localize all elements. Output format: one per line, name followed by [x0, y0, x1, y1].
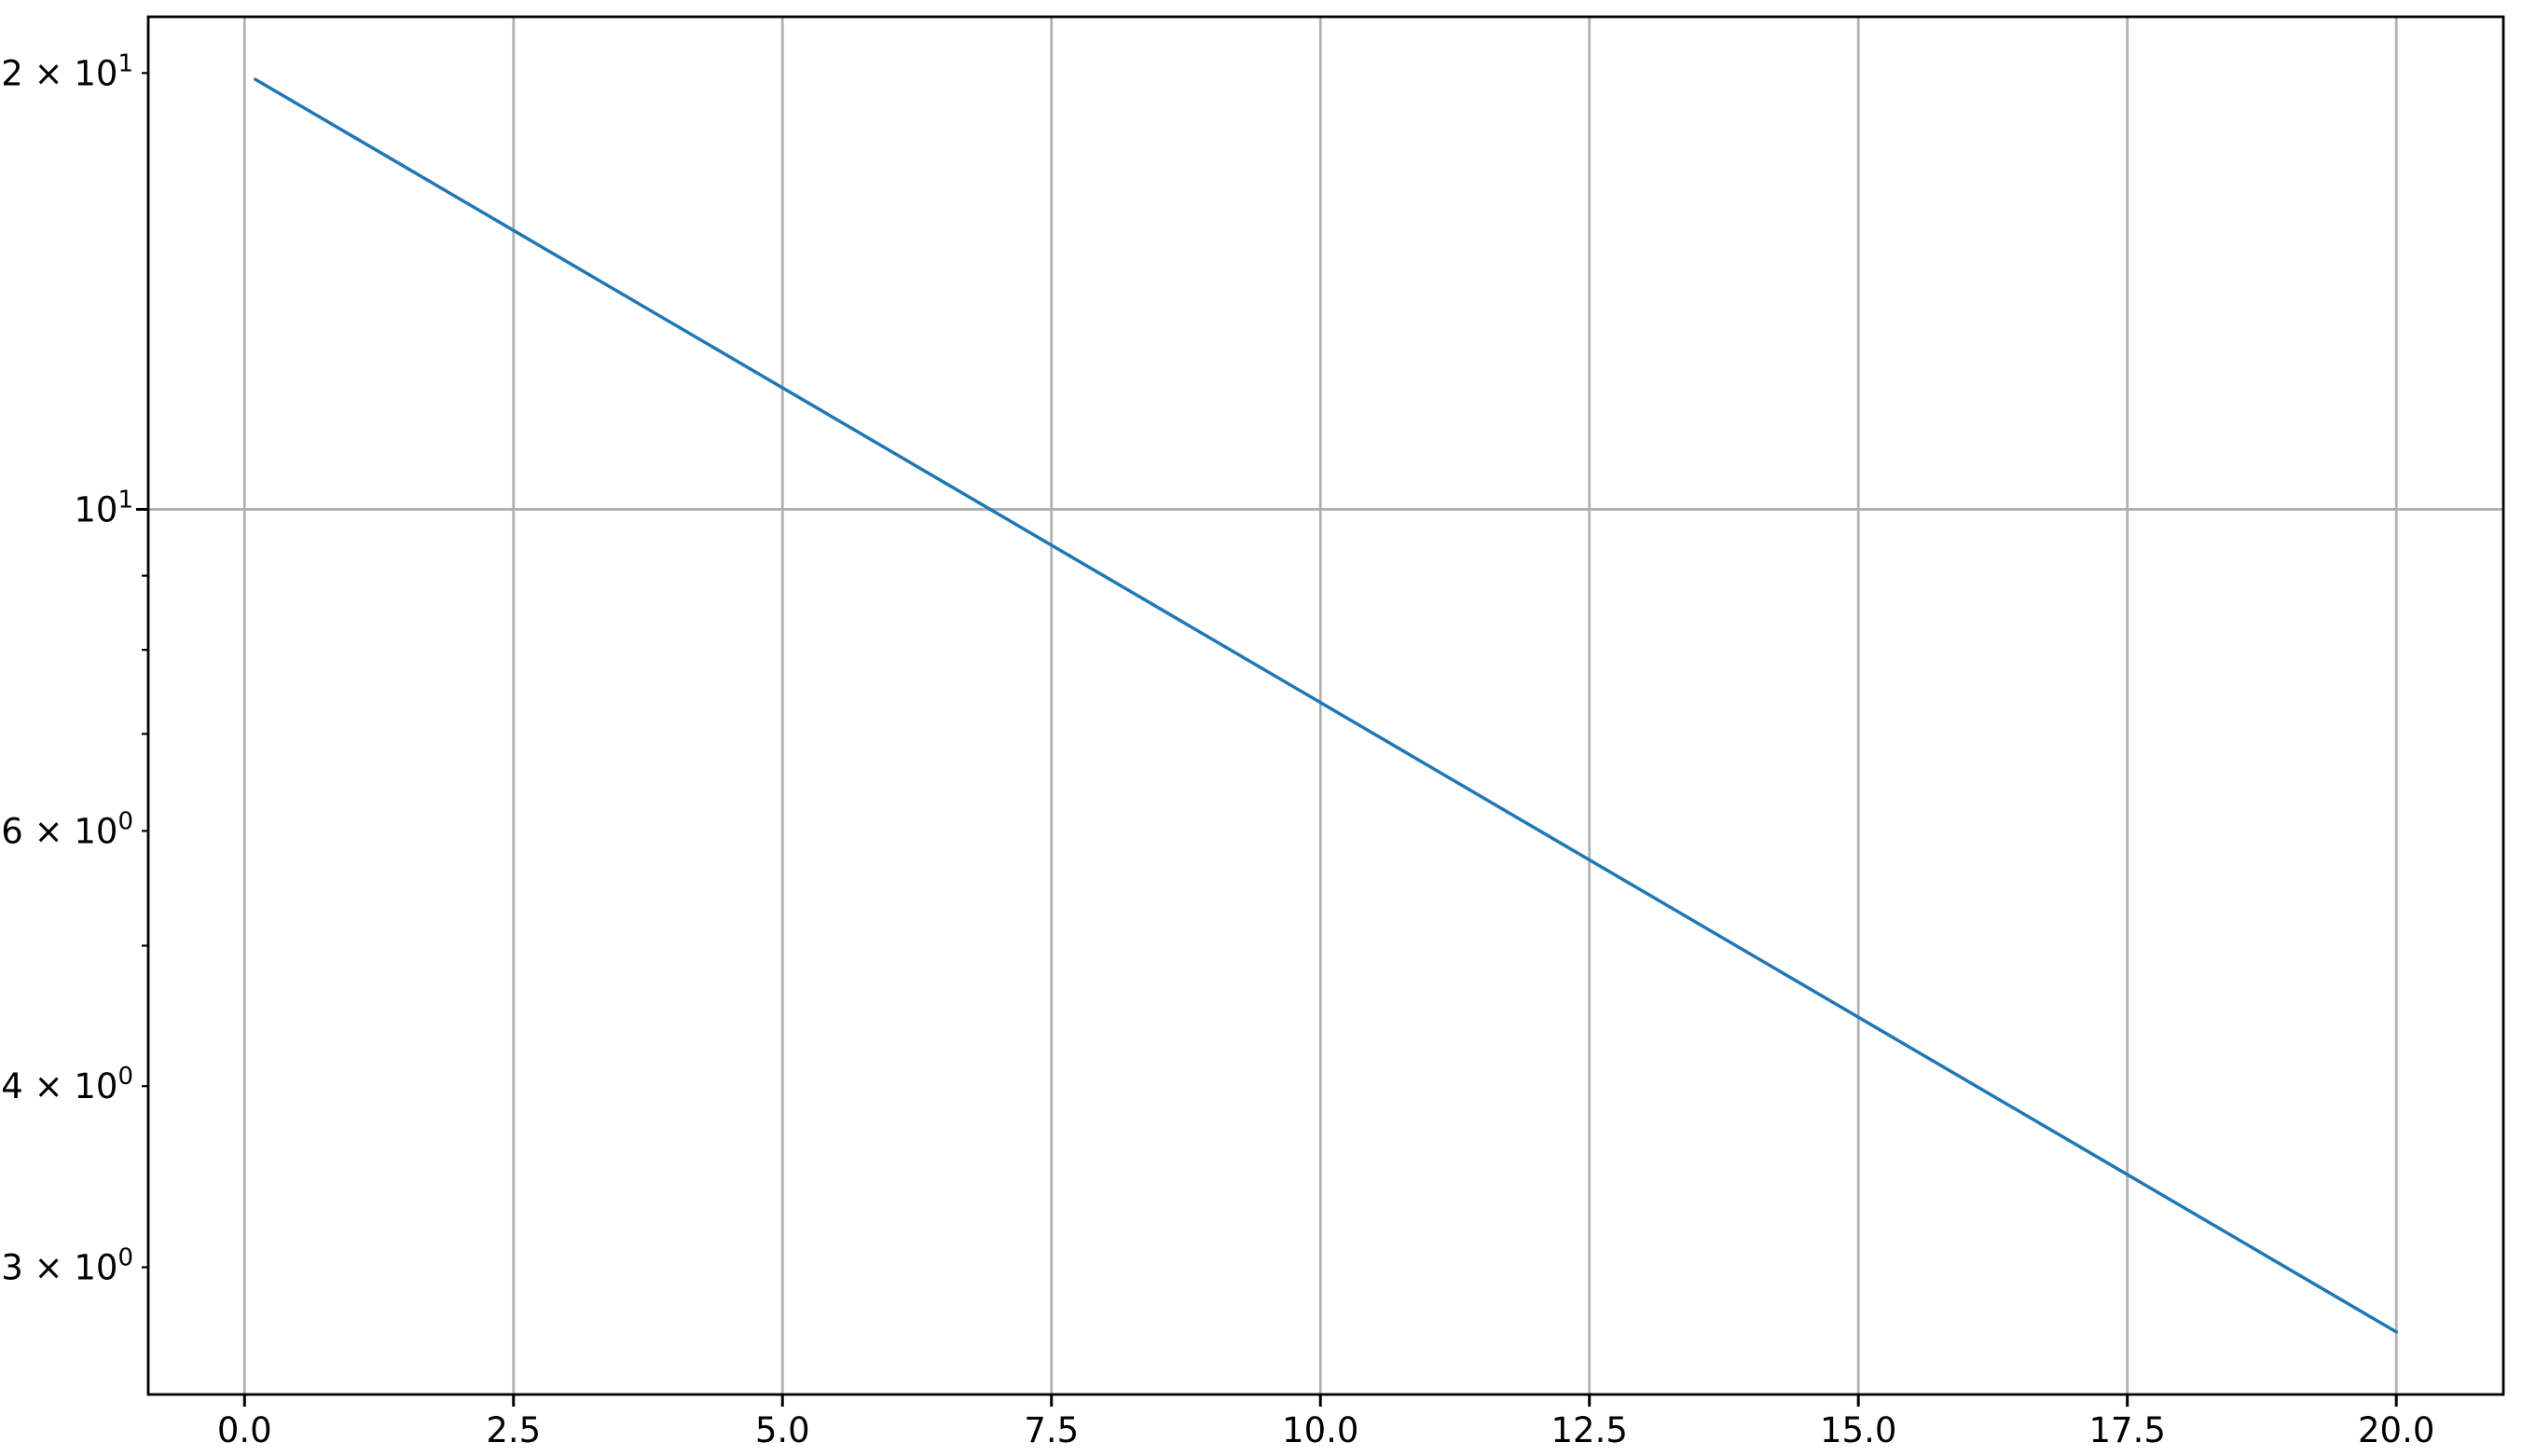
plot-border: [146, 15, 2505, 1396]
x-tick-label: 15.0: [1820, 1410, 1896, 1450]
x-tick-label: 0.0: [217, 1410, 272, 1450]
x-tick-label: 10.0: [1282, 1410, 1358, 1450]
x-tick-label: 20.0: [2358, 1410, 2434, 1450]
x-tick-label: 17.5: [2088, 1410, 2165, 1450]
x-tick-label: 12.5: [1551, 1410, 1628, 1450]
data-line: [254, 77, 2398, 1334]
y-tick-label: 2 × 101: [1, 49, 133, 93]
x-tick-label: 7.5: [1024, 1410, 1079, 1450]
x-axis: 0.0 2.5 5.0 7.5 10.0 12.5 15.0 17.5 20.0: [217, 1394, 2434, 1450]
x-tick-label: 5.0: [755, 1410, 810, 1450]
y-tick-label: 6 × 100: [1, 807, 133, 851]
grid-layer: [148, 17, 2503, 1394]
x-tick-label: 2.5: [486, 1410, 541, 1450]
y-tick-label: 3 × 100: [1, 1244, 133, 1288]
y-tick-label: 4 × 100: [1, 1063, 133, 1106]
